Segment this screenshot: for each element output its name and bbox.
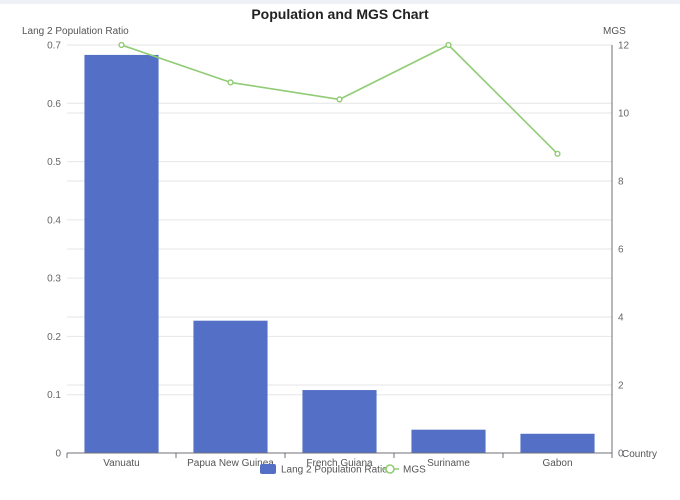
y-right-tick-0: 0 bbox=[618, 449, 624, 460]
y-right-axis-name: MGS bbox=[603, 26, 626, 37]
bar-3 bbox=[411, 429, 486, 453]
x-tick-label-2: French Guiana bbox=[306, 458, 373, 469]
legend-line-marker bbox=[385, 464, 395, 474]
y-right-tick-4: 8 bbox=[618, 177, 624, 188]
y-left-tick-5: 0.5 bbox=[47, 157, 61, 168]
legend: Lang 2 Population Ratio MGS bbox=[260, 464, 426, 476]
y-left-tick-6: 0.6 bbox=[47, 99, 61, 110]
chart-title: Population and MGS Chart bbox=[251, 6, 429, 22]
bar-2 bbox=[302, 390, 377, 453]
y-left-tick-4: 0.4 bbox=[47, 215, 61, 226]
x-axis-name: Country bbox=[622, 449, 657, 460]
mgs-point-0 bbox=[118, 41, 125, 49]
y-left-axis-name: Lang 2 Population Ratio bbox=[22, 26, 129, 37]
y-right-tick-3: 6 bbox=[618, 245, 624, 256]
mgs-point-2 bbox=[336, 96, 343, 103]
bar-series bbox=[84, 54, 595, 454]
y-left-tick-7: 0.7 bbox=[47, 41, 61, 52]
y-left-tick-0: 0 bbox=[55, 449, 61, 460]
bar-1 bbox=[193, 320, 268, 453]
mgs-point-3 bbox=[445, 41, 452, 49]
x-tick-label-1: Papua New Guinea bbox=[187, 458, 274, 469]
y-right-tick-1: 2 bbox=[618, 381, 624, 392]
bar-0 bbox=[84, 54, 159, 454]
line-series bbox=[118, 41, 561, 157]
mgs-point-4 bbox=[554, 150, 561, 157]
legend-line-label: MGS bbox=[403, 465, 426, 476]
y-right-tick-2: 4 bbox=[618, 313, 624, 324]
legend-bar-swatch bbox=[260, 464, 276, 474]
tick-labels: 0 0.1 0.2 0.3 0.4 0.5 0.6 0.7 0 2 4 6 8 10 12 Vanuatu Pa… bbox=[47, 41, 629, 470]
y-left-tick-2: 0.2 bbox=[47, 332, 61, 343]
axes bbox=[66, 45, 613, 458]
x-tick-label-3: Suriname bbox=[427, 458, 470, 469]
legend-bar-label: Lang 2 Population Ratio bbox=[281, 465, 388, 476]
y-right-tick-5: 10 bbox=[618, 109, 630, 120]
bar-4 bbox=[520, 433, 595, 453]
y-right-tick-6: 12 bbox=[618, 41, 630, 52]
x-tick-label-0: Vanuatu bbox=[103, 458, 140, 469]
y-left-tick-1: 0.1 bbox=[47, 390, 61, 401]
mgs-point-1 bbox=[227, 79, 234, 86]
y-left-tick-3: 0.3 bbox=[47, 274, 61, 285]
x-tick-label-4: Gabon bbox=[542, 458, 572, 469]
top-strip bbox=[0, 0, 680, 4]
